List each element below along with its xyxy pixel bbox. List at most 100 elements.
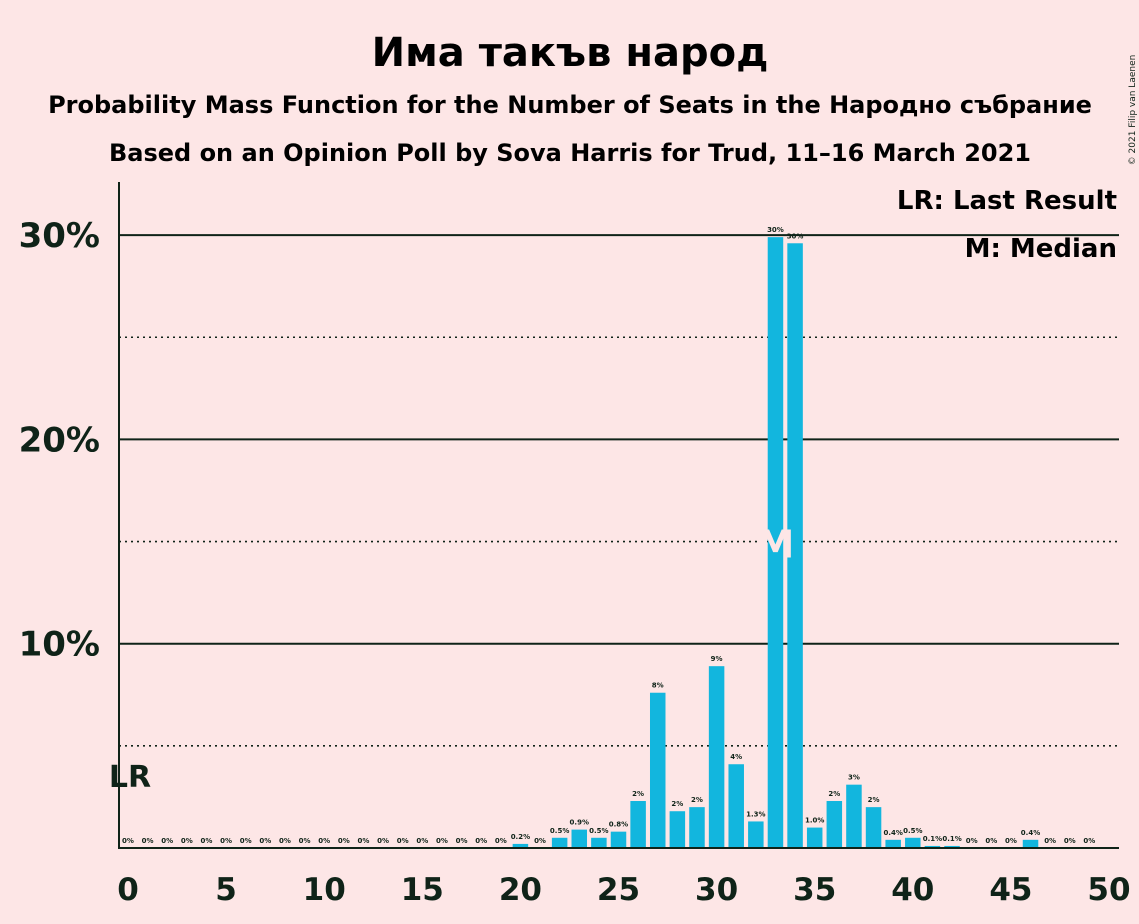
bar — [748, 821, 764, 848]
data-label: 0.1% — [942, 835, 961, 843]
x-tick-label: 50 — [1087, 872, 1130, 908]
bar — [610, 831, 627, 848]
data-label: 0% — [240, 837, 252, 845]
data-label: 2% — [671, 800, 683, 808]
data-label: 2% — [691, 796, 703, 804]
x-tick-label: 20 — [499, 872, 542, 908]
axes: 10% 20% 30% LR 0 5 10 15 20 25 30 35 40 45 50 — [19, 182, 1131, 908]
data-label: 0.5% — [589, 827, 608, 835]
data-label: 0% — [299, 837, 311, 845]
bar — [1022, 839, 1039, 848]
bar — [551, 837, 568, 848]
data-label: 0.2% — [511, 833, 530, 841]
data-label: 0% — [279, 837, 291, 845]
data-label: 30% — [787, 232, 804, 240]
bar — [728, 764, 744, 848]
chart-title: Има такъв народ — [372, 30, 769, 76]
data-label: 4% — [730, 753, 742, 761]
legend-last-result: LR: Last Result — [897, 186, 1117, 216]
data-label: 0% — [534, 837, 546, 845]
bar — [905, 837, 921, 848]
data-label: 0% — [220, 837, 232, 845]
copyright-note: © 2021 Filip van Laenen — [1128, 55, 1138, 166]
data-label: 0% — [181, 837, 193, 845]
x-tick-label: 25 — [597, 872, 640, 908]
data-label: 0% — [161, 837, 173, 845]
bar — [767, 237, 784, 848]
bar — [806, 827, 823, 848]
data-label: 9% — [711, 655, 723, 663]
data-label: 0% — [985, 837, 997, 845]
data-label: 30% — [767, 226, 784, 234]
data-label: 0.5% — [903, 827, 922, 835]
bar — [689, 807, 705, 848]
data-label: 0% — [416, 837, 428, 845]
bar — [826, 801, 843, 848]
data-label: 0% — [436, 837, 448, 845]
chart-subtitle-2: Based on an Opinion Poll by Sova Harris … — [109, 139, 1031, 167]
data-label: 0.5% — [550, 827, 569, 835]
data-label: 0% — [495, 837, 507, 845]
data-label: 0% — [318, 837, 330, 845]
data-label: 1.3% — [746, 810, 765, 818]
last-result-marker: LR — [109, 760, 151, 795]
bar — [669, 811, 686, 848]
y-tick-label: 10% — [19, 625, 100, 665]
chart-subtitle-1: Probability Mass Function for the Number… — [48, 91, 1092, 119]
data-label: 0.8% — [609, 821, 628, 829]
x-tick-label: 40 — [891, 872, 934, 908]
x-tick-label: 15 — [401, 872, 444, 908]
bar — [708, 666, 725, 848]
data-label: 0.9% — [570, 819, 589, 827]
data-label: 0% — [1083, 837, 1095, 845]
data-label: 0% — [122, 837, 134, 845]
data-label: 0.4% — [1021, 829, 1040, 837]
data-label: 0% — [966, 837, 978, 845]
x-tick-label: 5 — [215, 872, 237, 908]
bar — [865, 807, 882, 848]
y-tick-label: 20% — [19, 420, 100, 460]
x-tick-label: 45 — [989, 872, 1032, 908]
data-labels: 0% 0% 0% 0% 0% 0% 0% 0% 0% 0% 0% 0% 0% 0% 0% 0% 0% 0% 0% 0%… — [122, 226, 1095, 845]
x-tick-label: 10 — [303, 872, 346, 908]
median-marker: M — [757, 523, 795, 567]
bar — [649, 692, 666, 848]
data-label: 0% — [259, 837, 271, 845]
data-label: 0% — [377, 837, 389, 845]
bar — [787, 243, 803, 849]
bar — [571, 829, 588, 848]
data-label: 2% — [868, 796, 880, 804]
x-tick-label: 35 — [793, 872, 836, 908]
bar — [944, 845, 960, 848]
bar — [591, 837, 607, 848]
data-label: 1.0% — [805, 817, 824, 825]
data-label: 0% — [1044, 837, 1056, 845]
data-label: 8% — [652, 682, 664, 690]
data-label: 0% — [338, 837, 350, 845]
data-label: 0% — [475, 837, 487, 845]
legend-median: M: Median — [965, 234, 1117, 264]
bar — [512, 843, 529, 848]
data-label: 0.1% — [923, 835, 942, 843]
x-tick-label: 30 — [695, 872, 738, 908]
data-label: 0% — [397, 837, 409, 845]
y-tick-label: 30% — [19, 216, 100, 256]
data-label: 0% — [142, 837, 154, 845]
data-label: 0% — [1005, 837, 1017, 845]
bar — [630, 801, 646, 848]
data-label: 0% — [456, 837, 468, 845]
data-label: 2% — [828, 790, 840, 798]
data-label: 0% — [357, 837, 369, 845]
gridlines — [119, 234, 1119, 747]
bars — [512, 237, 1039, 849]
data-label: 0.4% — [883, 829, 902, 837]
data-label: 3% — [848, 774, 860, 782]
bar — [846, 784, 862, 848]
data-label: 2% — [632, 790, 644, 798]
x-tick-label: 0 — [117, 872, 139, 908]
bar — [885, 839, 901, 848]
data-label: 0% — [201, 837, 213, 845]
bar — [924, 845, 941, 848]
data-label: 0% — [1064, 837, 1076, 845]
